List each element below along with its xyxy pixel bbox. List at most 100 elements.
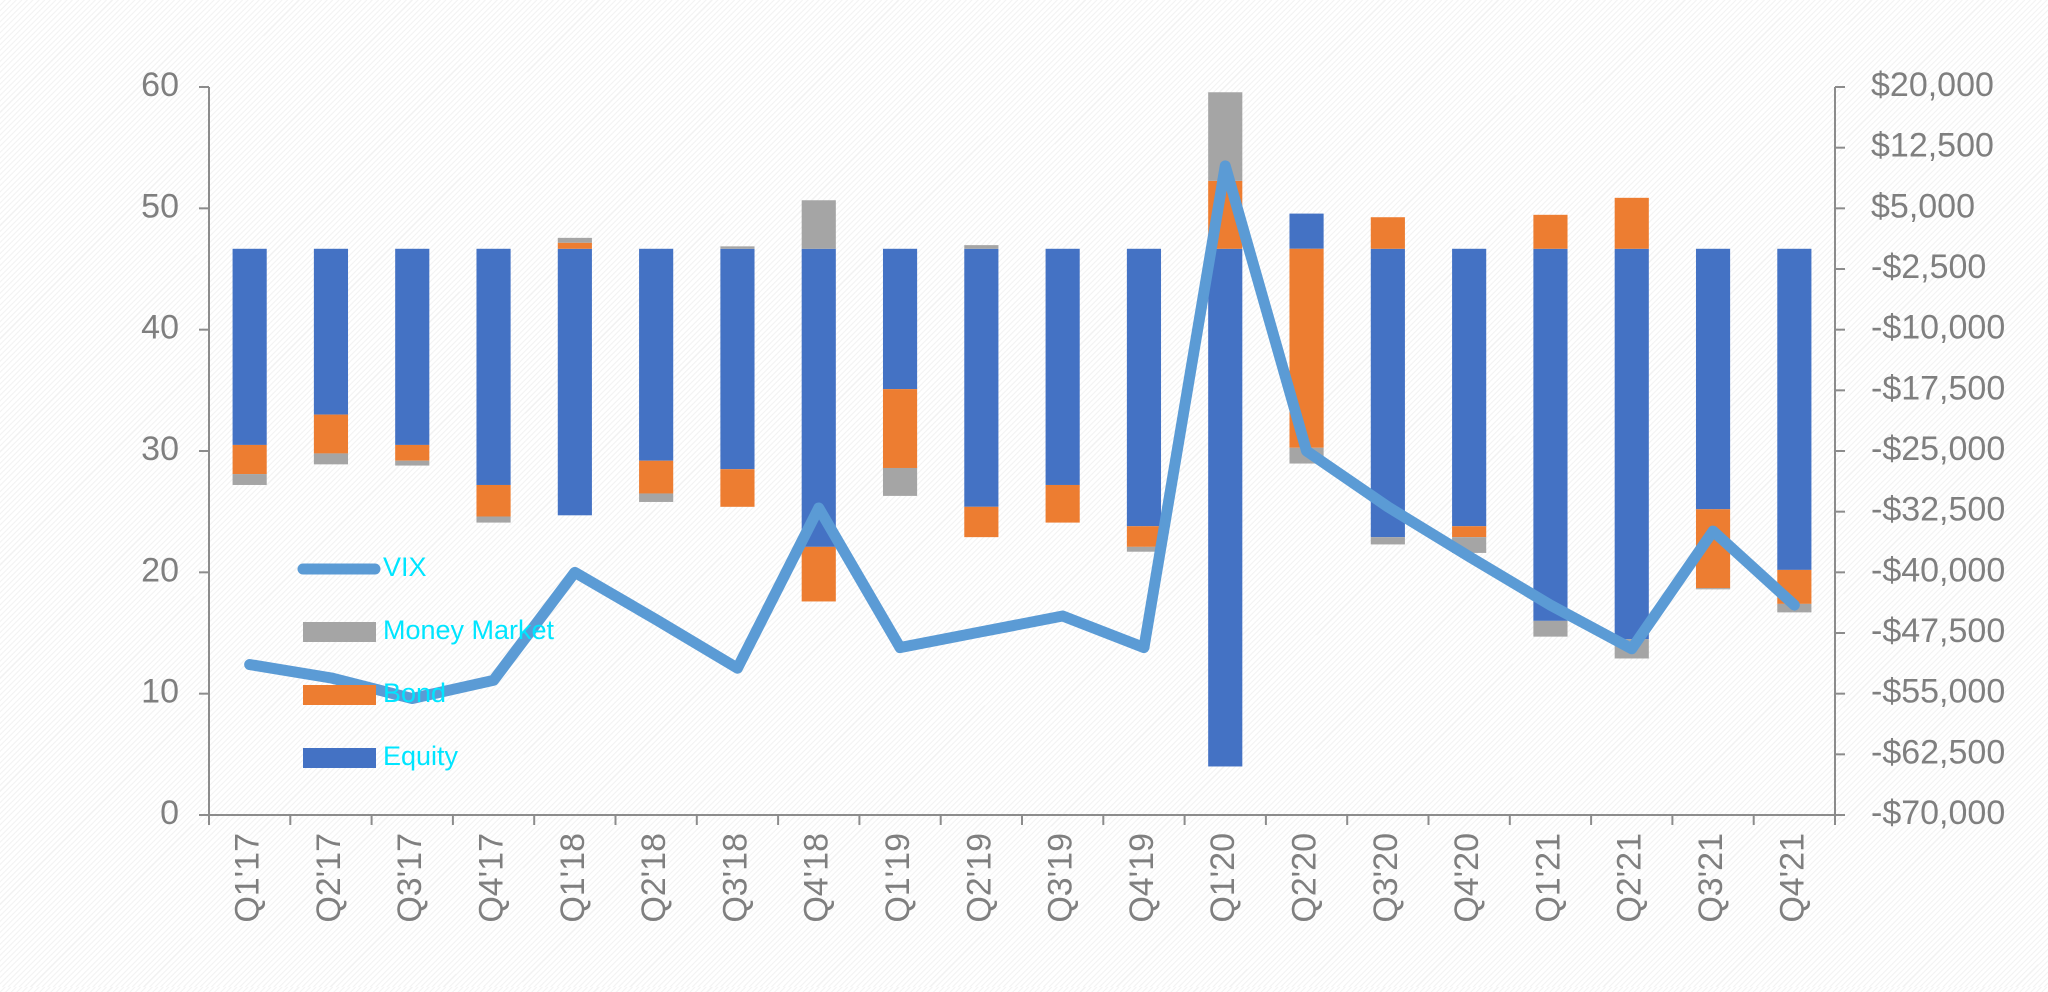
bar — [232, 444, 267, 475]
y2-tick-label: -$17,500 — [1871, 369, 2005, 407]
x-tick-label: Q4'21 — [1773, 833, 1811, 923]
y2-tick-label: -$62,500 — [1871, 733, 2005, 771]
bar — [313, 414, 349, 454]
line — [244, 160, 1800, 705]
bar — [720, 246, 755, 249]
y2-tick-label: $20,000 — [1871, 66, 1994, 104]
bar — [1370, 217, 1405, 249]
x-tick-label: Q3'17 — [391, 833, 429, 923]
x-tick-label: Q4'20 — [1448, 833, 1486, 923]
y-tick-label: 10 — [141, 673, 179, 711]
y2-tick-label: -$40,000 — [1871, 551, 2005, 589]
bar — [801, 200, 836, 249]
bar — [1614, 197, 1649, 249]
bar — [395, 248, 430, 445]
bar — [476, 248, 511, 485]
legend-label: VIX — [383, 552, 427, 582]
bar — [639, 493, 674, 502]
bar — [1777, 248, 1812, 570]
bar — [1370, 248, 1405, 538]
legend-label: Money Market — [383, 615, 555, 645]
x-tick-label: Q1'17 — [229, 833, 267, 923]
bar — [476, 484, 511, 517]
bar — [639, 248, 674, 461]
bar — [557, 237, 592, 243]
bar — [1695, 588, 1731, 590]
bar — [232, 248, 267, 445]
y2-tick-label: -$55,000 — [1871, 673, 2005, 711]
bar — [557, 242, 592, 249]
bar — [801, 546, 836, 602]
x-tick-label: Q4'19 — [1123, 833, 1161, 923]
bar — [1533, 620, 1568, 637]
y-tick-label: 50 — [141, 187, 179, 225]
bar — [1452, 526, 1487, 538]
bar — [1289, 213, 1324, 249]
y2-tick-label: -$2,500 — [1871, 248, 1986, 286]
bar — [964, 248, 999, 507]
bar — [964, 245, 999, 249]
bar — [232, 474, 267, 485]
y-tick-label: 60 — [141, 66, 179, 104]
bar — [882, 248, 918, 390]
y2-tick-label: -$70,000 — [1871, 794, 2005, 832]
x-tick-label: Q1'19 — [879, 833, 917, 923]
legend-swatch — [303, 748, 376, 768]
y2-tick-label: -$32,500 — [1871, 491, 2005, 529]
bar — [1370, 537, 1405, 545]
bar — [476, 516, 511, 523]
x-tick-label: Q1'21 — [1529, 833, 1567, 923]
x-tick-label: Q2'17 — [310, 833, 348, 923]
x-tick-label: Q3'21 — [1692, 833, 1730, 923]
legend-label: Equity — [383, 741, 459, 771]
bar — [1126, 248, 1162, 527]
bar — [1695, 248, 1731, 510]
y-tick-label: 30 — [141, 430, 179, 468]
y-tick-label: 20 — [141, 551, 179, 589]
legend-label: Bond — [383, 678, 446, 708]
y2-tick-label: -$47,500 — [1871, 612, 2005, 650]
y-tick-label: 40 — [141, 309, 179, 347]
x-tick-label: Q2'18 — [635, 833, 673, 923]
bar — [313, 453, 349, 465]
legend-swatch — [303, 622, 376, 642]
x-tick-label: Q3'20 — [1367, 833, 1405, 923]
bar — [395, 460, 430, 466]
bar — [720, 248, 755, 470]
y2-tick-label: $5,000 — [1871, 187, 1975, 225]
y-tick-label: 0 — [160, 794, 179, 832]
x-tick-label: Q4'17 — [473, 833, 511, 923]
bar — [882, 389, 918, 468]
bar — [1045, 484, 1080, 523]
bar — [1533, 248, 1568, 621]
x-tick-label: Q3'18 — [716, 833, 754, 923]
y2-tick-label: -$10,000 — [1871, 309, 2005, 347]
x-tick-label: Q1'18 — [554, 833, 592, 923]
x-tick-label: Q2'19 — [960, 833, 998, 923]
bar — [395, 444, 430, 461]
bar — [1045, 248, 1080, 485]
y2-tick-label: -$25,000 — [1871, 430, 2005, 468]
bar — [557, 248, 592, 516]
bar — [1452, 248, 1487, 527]
bar — [313, 248, 349, 415]
bar — [964, 506, 999, 538]
bar — [720, 469, 755, 507]
x-tick-label: Q1'20 — [1204, 833, 1242, 923]
x-tick-label: Q4'18 — [798, 833, 836, 923]
x-tick-label: Q3'19 — [1042, 833, 1080, 923]
bar — [1126, 526, 1162, 547]
bar — [1208, 248, 1243, 767]
bar — [1533, 214, 1568, 249]
x-tick-label: Q2'21 — [1611, 833, 1649, 923]
bar — [1126, 546, 1162, 552]
y2-tick-label: $12,500 — [1871, 127, 1994, 165]
bar — [801, 248, 836, 547]
bar — [882, 467, 918, 496]
bar — [1614, 248, 1649, 640]
legend-swatch — [303, 685, 376, 705]
x-tick-label: Q2'20 — [1286, 833, 1324, 923]
bar — [639, 460, 674, 494]
